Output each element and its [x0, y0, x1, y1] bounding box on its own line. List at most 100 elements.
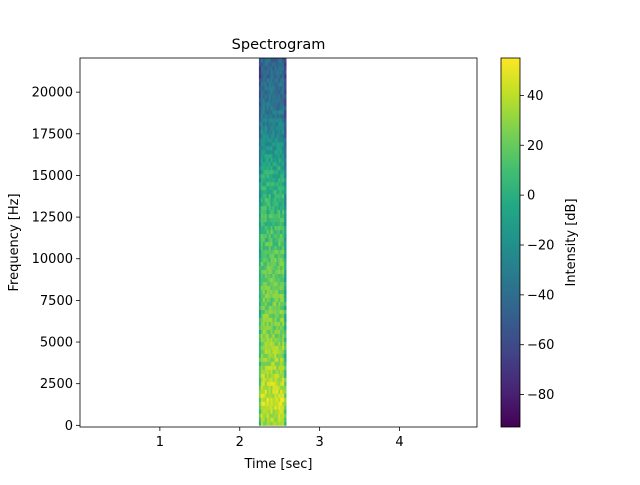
heatmap-cell	[282, 325, 285, 330]
heatmap-cell	[280, 73, 283, 79]
heatmap-cell	[282, 377, 285, 382]
heatmap-cell	[284, 277, 287, 282]
heatmap-cell	[258, 249, 262, 255]
heatmap-cell	[276, 293, 279, 298]
heatmap-cell	[266, 397, 270, 402]
heatmap-cell	[262, 289, 266, 294]
y-tick-label: 15000	[32, 169, 73, 184]
heatmap-cell	[276, 133, 279, 139]
heatmap-cell	[280, 297, 283, 302]
heatmap-cell	[272, 257, 275, 263]
heatmap-cell	[282, 357, 285, 362]
heatmap-cell	[284, 333, 287, 338]
heatmap-cell	[274, 153, 277, 159]
heatmap-cell	[284, 165, 287, 171]
heatmap-cell	[262, 141, 266, 147]
heatmap-cell	[264, 169, 268, 175]
heatmap-cell	[272, 241, 275, 247]
heatmap-cell	[258, 89, 262, 95]
heatmap-cell	[260, 197, 264, 203]
heatmap-cell	[268, 205, 271, 211]
heatmap-cell	[272, 201, 275, 207]
heatmap-cell	[272, 273, 275, 278]
heatmap-cell	[268, 193, 271, 199]
heatmap-cell	[282, 301, 285, 306]
heatmap-cell	[264, 221, 268, 227]
heatmap-cell	[280, 269, 283, 275]
heatmap-cell	[264, 417, 268, 422]
heatmap-cell	[276, 329, 279, 334]
heatmap-cell	[274, 133, 277, 139]
heatmap-cell	[266, 249, 270, 255]
heatmap-cell	[278, 253, 281, 259]
heatmap-cell	[272, 281, 275, 286]
heatmap-cell	[278, 293, 281, 298]
heatmap-cell	[260, 369, 264, 374]
heatmap-cell	[258, 105, 262, 111]
heatmap-cell	[272, 285, 275, 290]
heatmap-cell	[268, 97, 271, 103]
heatmap-cell	[264, 353, 268, 358]
heatmap-cell	[274, 257, 277, 263]
heatmap-cell	[276, 193, 279, 199]
heatmap-cell	[262, 169, 266, 175]
heatmap-cell	[260, 385, 264, 390]
heatmap-cell	[276, 69, 279, 75]
heatmap-cell	[266, 129, 270, 135]
heatmap-cell	[262, 81, 266, 87]
heatmap-cell	[266, 165, 270, 171]
heatmap-cell	[268, 365, 271, 370]
heatmap-cell	[276, 185, 279, 191]
heatmap-cell	[282, 153, 285, 159]
heatmap-cell	[260, 297, 264, 302]
heatmap-cell	[276, 169, 279, 175]
heatmap-cell	[276, 117, 279, 123]
heatmap-cell	[274, 253, 277, 259]
heatmap-cell	[284, 341, 287, 346]
heatmap-cell	[260, 237, 264, 243]
heatmap-cell	[268, 201, 271, 207]
heatmap-cell	[274, 97, 277, 103]
heatmap-cell	[266, 209, 270, 215]
heatmap-cell	[276, 417, 279, 422]
heatmap-cell	[272, 161, 275, 167]
heatmap-cell	[278, 58, 281, 63]
heatmap-cell	[282, 113, 285, 119]
heatmap-cell	[264, 401, 268, 406]
heatmap-cell	[266, 173, 270, 179]
heatmap-cell	[262, 321, 266, 326]
heatmap-cell	[266, 185, 270, 191]
heatmap-cell	[258, 93, 262, 99]
heatmap-cell	[268, 341, 271, 346]
heatmap-cell	[262, 69, 266, 75]
heatmap-cell	[274, 225, 277, 231]
heatmap-cell	[264, 361, 268, 366]
heatmap-cell	[274, 293, 277, 298]
heatmap-cell	[282, 133, 285, 139]
heatmap-cell	[282, 105, 285, 111]
heatmap-cell	[264, 109, 268, 115]
heatmap-cell	[274, 241, 277, 247]
heatmap-cell	[258, 61, 262, 67]
heatmap-cell	[268, 73, 271, 79]
heatmap-cell	[276, 61, 279, 67]
heatmap-cell	[266, 345, 270, 350]
heatmap-cell	[284, 89, 287, 95]
heatmap-cell	[278, 225, 281, 231]
heatmap-cell	[274, 249, 277, 255]
heatmap-cell	[276, 361, 279, 366]
heatmap-cell	[262, 369, 266, 374]
heatmap-cell	[284, 289, 287, 294]
heatmap-cell	[274, 193, 277, 199]
heatmap-cell	[266, 121, 270, 127]
heatmap-cell	[264, 65, 268, 71]
heatmap-cell	[260, 73, 264, 79]
heatmap-cell	[274, 265, 277, 271]
heatmap-cell	[284, 193, 287, 199]
heatmap-cell	[280, 365, 283, 370]
heatmap-cell	[272, 225, 275, 231]
heatmap-cell	[272, 209, 275, 215]
heatmap-cell	[274, 381, 277, 386]
heatmap-cell	[264, 377, 268, 382]
heatmap-cell	[274, 85, 277, 91]
